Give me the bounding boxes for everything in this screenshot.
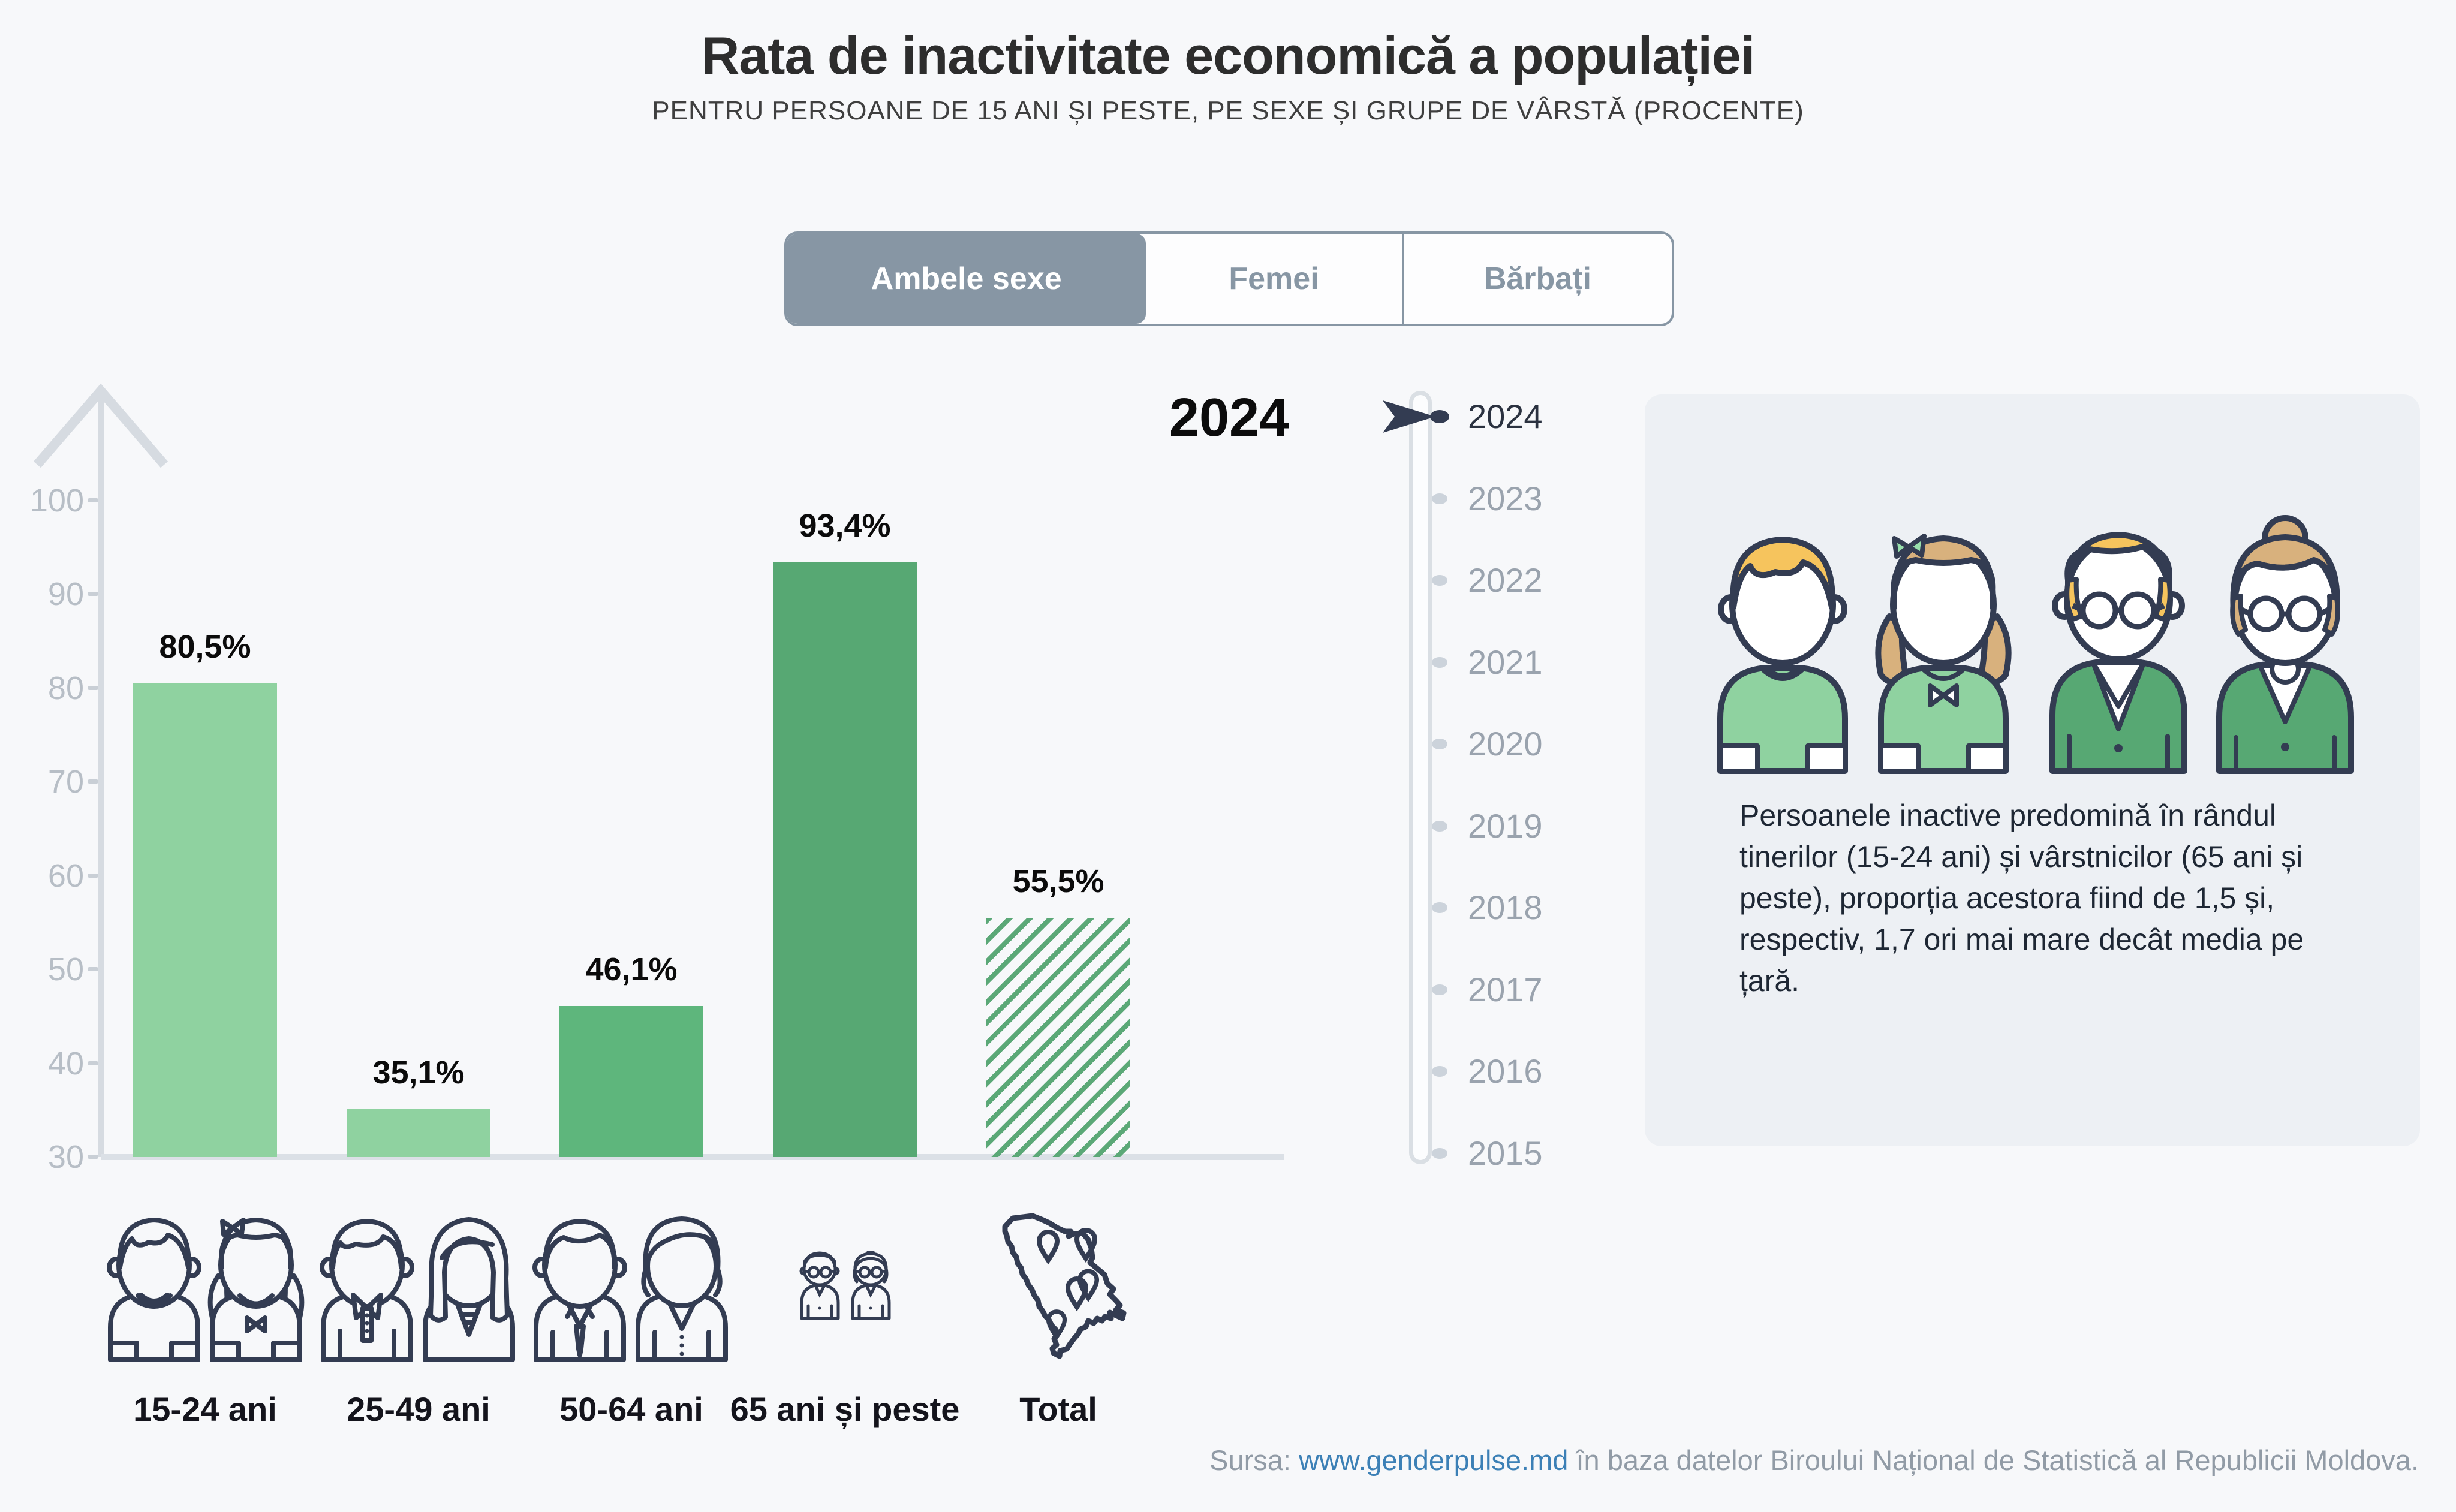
man-avatar-icon xyxy=(2049,532,2187,774)
bar-5 xyxy=(986,918,1130,1157)
y-tick-mark xyxy=(88,498,98,502)
y-tick-mark xyxy=(88,873,98,878)
timeline-track[interactable] xyxy=(1409,391,1432,1164)
source-suffix: în baza datelor Biroului Național de Sta… xyxy=(1568,1444,2419,1476)
bar-4 xyxy=(773,562,917,1157)
boy-avatar-icon xyxy=(1717,537,1848,774)
y-tick-mark xyxy=(88,685,98,690)
y-tick-mark xyxy=(88,779,98,784)
family-green-icon xyxy=(1717,515,2354,774)
source-prefix: Sursa: xyxy=(1209,1444,1299,1476)
timeline-dot-2020 xyxy=(1432,739,1447,749)
timeline-dot-2022 xyxy=(1432,575,1447,586)
y-tick-mark xyxy=(88,1155,98,1159)
flag-arrow-icon xyxy=(1383,400,1435,433)
y-tick-mark xyxy=(88,967,98,972)
timeline-dot-2015 xyxy=(1432,1147,1447,1159)
y-axis xyxy=(33,383,1284,1160)
timeline-year-2017[interactable]: 2017 xyxy=(1468,970,1543,1008)
sex-filter-tabs: Ambele sexe Femei Bărbați xyxy=(784,231,1674,326)
timeline-dot-2021 xyxy=(1432,656,1447,668)
category-label: Total xyxy=(1019,1390,1097,1428)
timeline-year-2018[interactable]: 2018 xyxy=(1468,888,1543,926)
page-subtitle: PENTRU PERSOANE DE 15 ANI ȘI PESTE, PE S… xyxy=(652,96,1804,125)
tab-femei[interactable]: Femei xyxy=(1229,261,1319,296)
timeline-dot-2018 xyxy=(1432,902,1447,913)
timeline-dot-2017 xyxy=(1432,984,1447,995)
y-tick-label: 30 xyxy=(47,1139,84,1175)
bar-1 xyxy=(133,683,277,1157)
timeline-year-2015[interactable]: 2015 xyxy=(1468,1134,1543,1172)
chart-year-label: 2024 xyxy=(1169,388,1290,448)
bar-value-label: 46,1% xyxy=(585,951,678,987)
bar-value-label: 93,4% xyxy=(799,508,891,544)
source-link[interactable]: www.genderpulse.md xyxy=(1299,1444,1569,1476)
moldova-map-icon xyxy=(992,1200,1133,1363)
y-tick-label: 80 xyxy=(47,670,84,706)
category-label: 25-49 ani xyxy=(347,1390,490,1428)
y-tick-label: 60 xyxy=(47,857,84,894)
y-tick-label: 40 xyxy=(47,1045,84,1082)
tab-barbati[interactable]: Bărbați xyxy=(1401,234,1672,324)
timeline-dot-2016 xyxy=(1432,1066,1447,1077)
y-tick-mark xyxy=(88,1061,98,1065)
tab-ambele-sexe[interactable]: Ambele sexe xyxy=(787,234,1146,324)
category-label: 50-64 ani xyxy=(559,1390,703,1428)
y-tick-label: 100 xyxy=(29,483,84,519)
timeline-year-2020[interactable]: 2020 xyxy=(1468,725,1543,763)
y-tick-label: 50 xyxy=(47,951,84,988)
info-panel: Persoanele inactive predomină în rândul … xyxy=(1645,394,2420,1146)
bar-value-label: 80,5% xyxy=(159,629,251,665)
adult-man-woman-icon xyxy=(316,1200,520,1362)
senior-man-woman-icon xyxy=(529,1200,733,1362)
bar-value-label: 35,1% xyxy=(372,1055,465,1091)
girl-avatar-icon xyxy=(1875,534,2012,774)
info-text: Persoanele inactive predomină în rândul … xyxy=(1739,799,2304,998)
timeline-year-2016[interactable]: 2016 xyxy=(1468,1052,1543,1090)
y-tick-label: 90 xyxy=(47,576,84,613)
timeline-dot-2019 xyxy=(1432,820,1447,832)
y-tick-label: 70 xyxy=(47,764,84,800)
teen-boy-girl-icon xyxy=(103,1200,307,1362)
y-tick-mark xyxy=(88,592,98,597)
timeline-year-2019[interactable]: 2019 xyxy=(1468,806,1543,845)
timeline-year-2024[interactable]: 2024 xyxy=(1468,397,1543,435)
elderly-couple-icon xyxy=(797,1251,893,1326)
woman-avatar-icon xyxy=(2216,515,2354,774)
timeline-dot-2024 xyxy=(1430,410,1449,423)
category-label: 65 ani și peste xyxy=(730,1390,960,1428)
category-label: 15-24 ani xyxy=(133,1390,277,1428)
bar-3 xyxy=(559,1006,703,1157)
timeline-year-2021[interactable]: 2021 xyxy=(1468,643,1543,681)
bar-2 xyxy=(347,1109,490,1157)
timeline-year-2022[interactable]: 2022 xyxy=(1468,561,1543,599)
page-title: Rata de inactivitate economică a populaț… xyxy=(701,26,1756,85)
timeline-year-2023[interactable]: 2023 xyxy=(1468,479,1543,517)
timeline-dot-2023 xyxy=(1432,493,1447,504)
bar-value-label: 55,5% xyxy=(1012,863,1104,899)
source-note: Sursa: www.genderpulse.md în baza datelo… xyxy=(1209,1444,2419,1477)
